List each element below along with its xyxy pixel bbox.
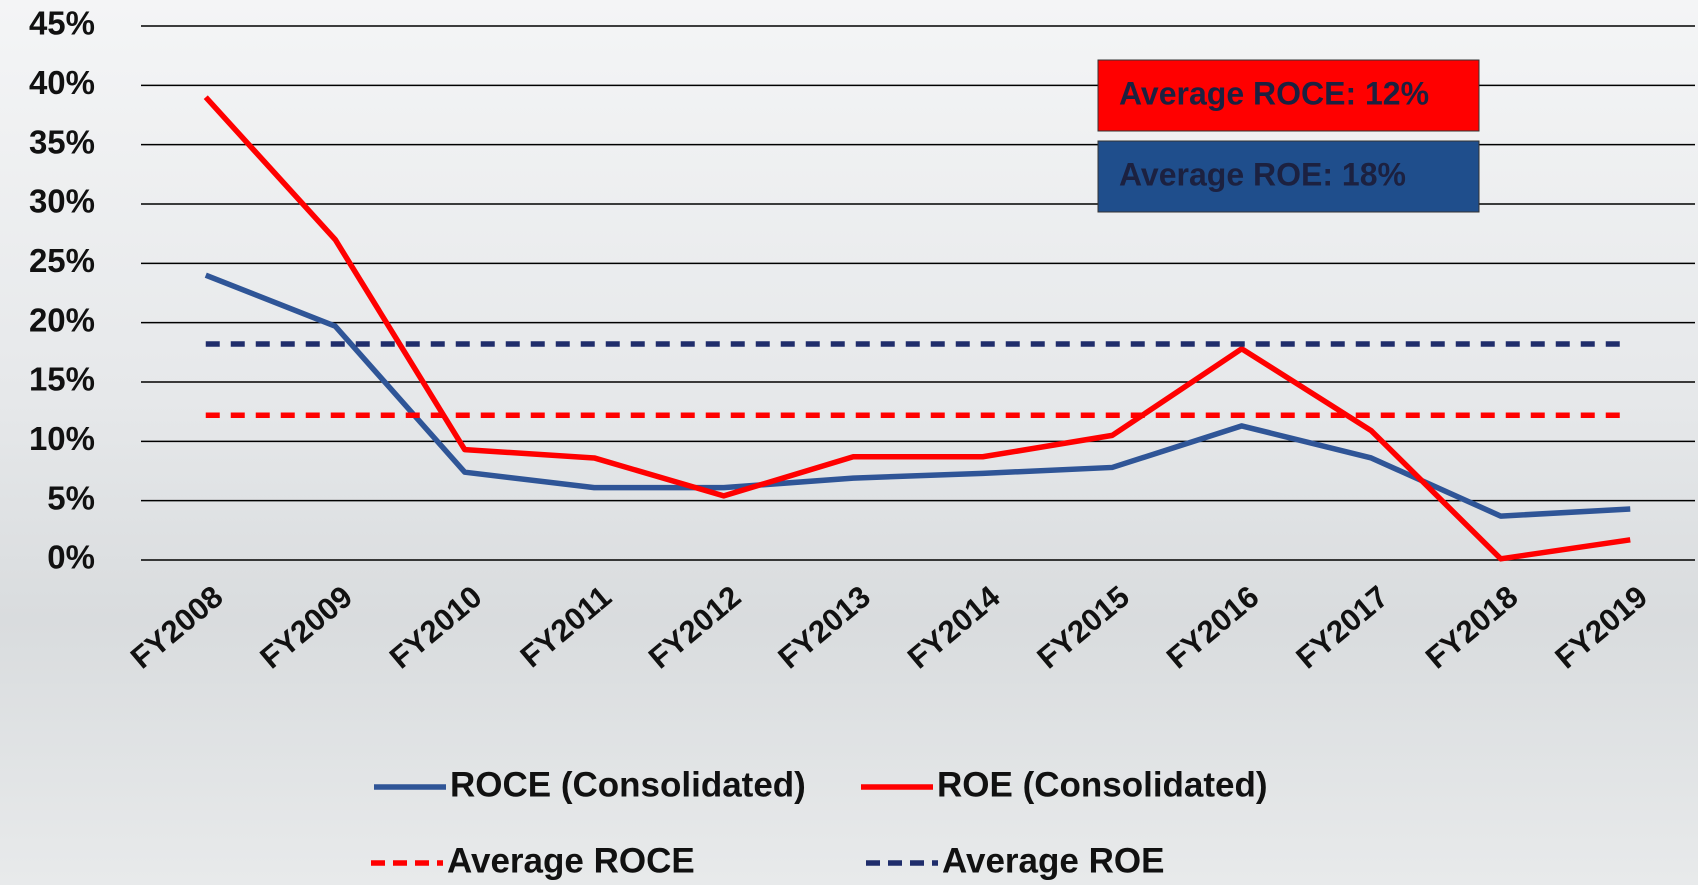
y-tick-label: 45% <box>29 5 95 42</box>
y-tick-label: 35% <box>29 123 95 160</box>
annotation-box <box>1097 140 1480 213</box>
legend-label: Average ROCE <box>447 841 695 880</box>
legend-label: ROE (Consolidated) <box>937 765 1268 804</box>
y-tick-label: 10% <box>29 420 95 457</box>
y-tick-label: 30% <box>29 183 95 220</box>
annotation-box <box>1097 59 1480 132</box>
y-tick-label: 20% <box>29 301 95 338</box>
y-tick-label: 0% <box>47 539 95 576</box>
legend-label: Average ROE <box>942 841 1164 880</box>
annotation-text: Average ROE: 18% <box>1119 156 1406 192</box>
y-tick-label: 25% <box>29 242 95 279</box>
annotation-text: Average ROCE: 12% <box>1119 75 1429 111</box>
legend-label: ROCE (Consolidated) <box>450 765 806 804</box>
y-tick-label: 5% <box>47 479 95 516</box>
series-line <box>204 272 1631 519</box>
y-tick-label: 40% <box>29 64 95 101</box>
y-tick-label: 15% <box>29 361 95 398</box>
